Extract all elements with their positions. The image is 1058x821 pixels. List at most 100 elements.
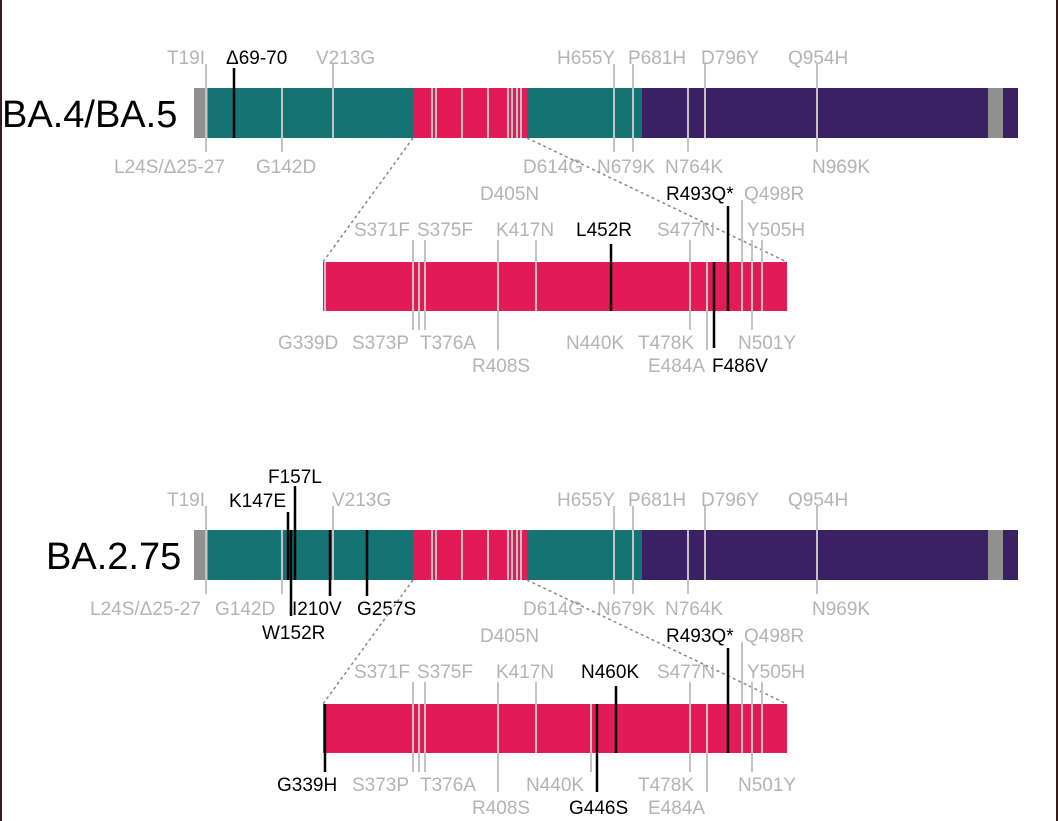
variant-label-ba2-75: BA.2.75 [46,536,181,578]
label-g446s: G446S [569,798,628,819]
rbd-zoom-bar [323,704,787,753]
spike-bar [194,88,1018,138]
label-k417n: K417N [496,662,554,683]
left-border [0,0,2,821]
label-n969k: N969K [812,157,870,178]
label-n969k: N969K [812,599,870,620]
label-l452r: L452R [576,220,632,241]
segment-s2 [642,88,988,138]
label-t376a: T376A [420,333,476,354]
label-n764k: N764K [665,599,723,620]
label-s477n: S477N [657,220,715,241]
label-q954h: Q954H [788,48,848,69]
label-g142d: G142D [215,599,275,620]
label-n440k: N440K [526,775,584,796]
label-n679k: N679K [597,157,655,178]
label-g257s: G257S [357,599,416,620]
label-p681h: P681H [628,48,686,69]
variant-label-ba4-ba5: BA.4/BA.5 [2,94,177,136]
label-s373p: S373P [352,775,409,796]
label-v213g: V213G [316,48,375,69]
label-d796y: D796Y [701,490,759,511]
label-h655y: H655Y [557,490,615,511]
panel-ba4-ba5: BA.4/BA.5 [2,48,1018,377]
segment-ntd [208,530,413,580]
label-p681h: P681H [628,490,686,511]
label-t19i: T19I [167,48,205,69]
label-g142d: G142D [256,157,316,178]
label-y505h: Y505H [747,220,805,241]
label-e484a: E484A [648,798,705,819]
label-n764k: N764K [665,157,723,178]
rbd-mutation-lines [324,200,763,350]
label-r493q: R493Q* [666,184,734,205]
spike-mutation-lines [205,506,818,594]
label-f486v: F486V [712,356,768,377]
label-del69-70: Δ69-70 [226,48,287,69]
label-l24s: L24S/Δ25-27 [90,599,201,620]
label-d614g: D614G [523,157,583,178]
label-t19i: T19I [167,490,205,511]
label-q498r: Q498R [744,184,804,205]
label-f157l: F157L [268,467,322,488]
label-n501y: N501Y [738,333,796,354]
label-e484a: E484A [648,356,705,377]
rbd-highlight-lines [323,648,730,792]
label-s375f: S375F [417,662,473,683]
rbd-highlight-lines [609,206,730,348]
label-d405n: D405N [480,184,539,205]
label-v213g: V213G [332,490,391,511]
label-q498r: Q498R [744,626,804,647]
label-r408s: R408S [472,356,530,377]
label-w152r: W152R [262,623,325,644]
segment-grey-end [988,530,1003,580]
label-i210v: I210V [292,599,342,620]
spike-bar [194,530,1018,580]
label-t376a: T376A [420,775,476,796]
rbd-mutation-lines [412,642,763,792]
segment-grey-end [988,88,1003,138]
label-n679k: N679K [597,599,655,620]
zoom-connector-left [322,137,414,263]
label-g339d: G339D [278,333,338,354]
label-d796y: D796Y [701,48,759,69]
label-k147e: K147E [229,491,286,512]
label-t478k: T478K [638,775,694,796]
label-s375f: S375F [417,220,473,241]
label-r408s: R408S [472,798,530,819]
label-q954h: Q954H [788,490,848,511]
label-k417n: K417N [496,220,554,241]
label-n501y: N501Y [738,775,796,796]
segment-s2 [642,530,988,580]
zoom-connector-left [322,579,414,705]
label-l24s: L24S/Δ25-27 [114,157,225,178]
segment-sd [527,88,642,138]
label-s477n: S477N [657,662,715,683]
label-d405n: D405N [480,626,539,647]
segment-s2-tail [1003,88,1018,138]
label-g339h: G339H [277,775,337,796]
spike-highlight-lines [286,486,369,616]
spike-mutation-lines [205,64,818,152]
label-t478k: T478K [638,333,694,354]
label-h655y: H655Y [557,48,615,69]
label-s373p: S373P [352,333,409,354]
segment-s2-tail [1003,530,1018,580]
segment-ntd [208,88,413,138]
panel-ba2-75: BA.2.75 [46,467,1018,819]
label-y505h: Y505H [747,662,805,683]
label-d614g: D614G [523,599,583,620]
label-s371f: S371F [354,220,410,241]
segment-grey-start [194,88,208,138]
rbd-zoom-bar [323,262,787,311]
segment-rbd [413,530,527,580]
right-border [1056,0,1058,821]
segment-sd [527,530,642,580]
label-n440k: N440K [566,333,624,354]
segment-rbd [413,88,527,138]
label-r493q: R493Q* [666,626,734,647]
segment-grey-start [194,530,208,580]
zoom-connector-right [526,579,788,705]
